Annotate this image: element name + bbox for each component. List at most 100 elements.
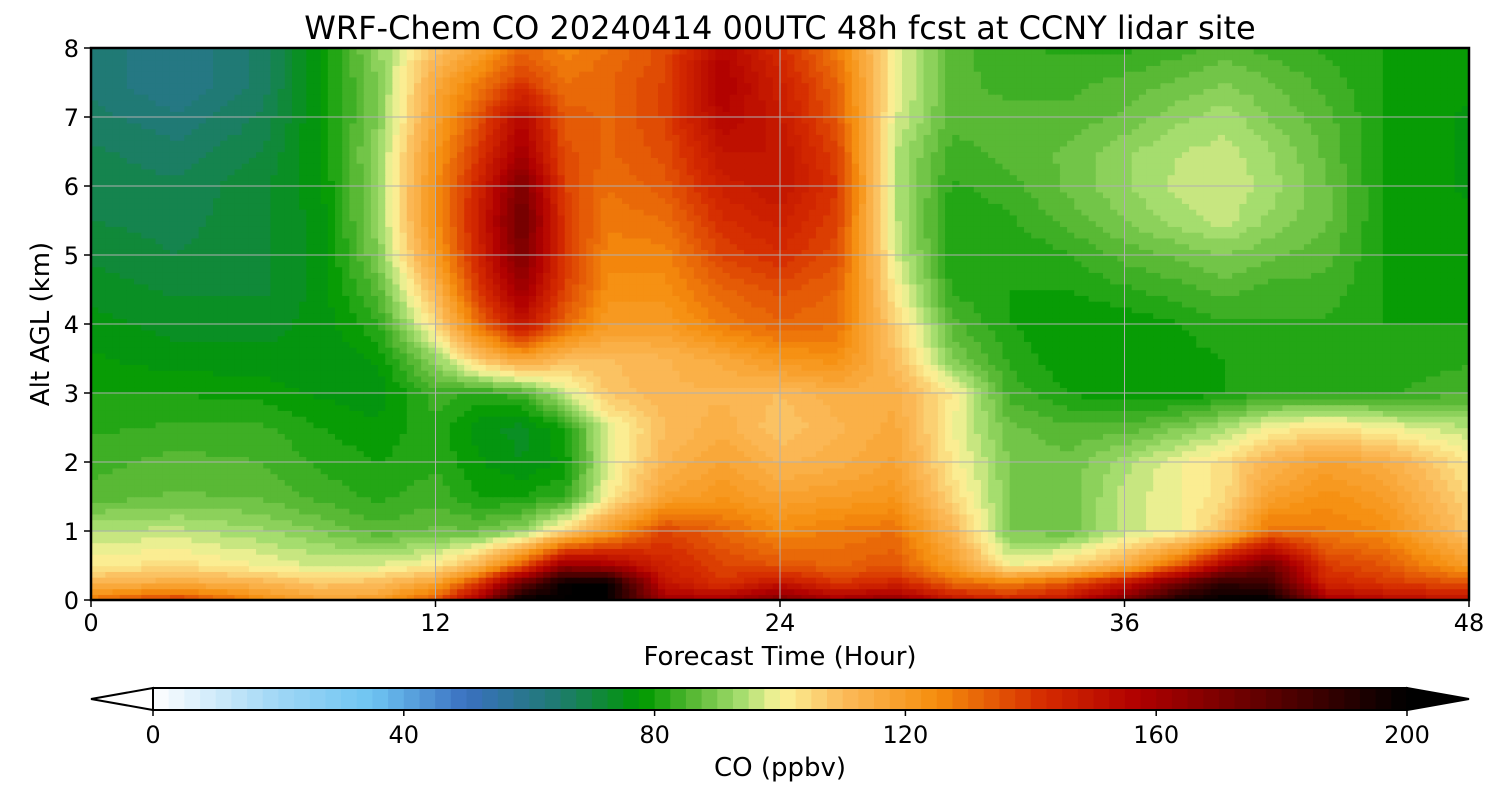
heatmap-cell <box>729 548 738 555</box>
heatmap-cell <box>1454 456 1463 463</box>
heatmap-cell <box>858 502 867 509</box>
heatmap-cell <box>1361 571 1370 578</box>
heatmap-cell <box>973 473 982 480</box>
heatmap-cell <box>543 594 552 600</box>
heatmap-cell <box>248 548 257 555</box>
heatmap-cell <box>507 485 516 492</box>
heatmap-cell <box>1253 513 1262 521</box>
heatmap-cell <box>1461 582 1469 590</box>
heatmap-cell <box>1016 513 1025 521</box>
heatmap-cell <box>1339 542 1348 549</box>
heatmap-cell <box>449 485 458 492</box>
heatmap-cell <box>722 473 731 480</box>
heatmap-cell <box>385 513 394 521</box>
heatmap-cell <box>112 502 121 509</box>
heatmap-cell <box>1447 588 1456 595</box>
heatmap-cell <box>392 594 401 600</box>
heatmap-cell <box>1346 542 1355 549</box>
heatmap-cell <box>141 456 150 463</box>
heatmap-cell <box>141 519 150 526</box>
heatmap-cell <box>765 467 774 475</box>
heatmap-cell <box>1167 571 1176 578</box>
heatmap-cell <box>1397 559 1406 567</box>
heatmap-cell <box>607 508 616 515</box>
heatmap-cell <box>1282 554 1291 561</box>
heatmap-cell <box>1189 542 1197 549</box>
heatmap-cell <box>1318 473 1327 480</box>
heatmap-cell <box>270 577 279 584</box>
heatmap-cell <box>607 571 616 578</box>
heatmap-cell <box>959 502 968 509</box>
heatmap-cell <box>413 462 422 469</box>
heatmap-cell <box>643 490 652 498</box>
heatmap-cell <box>514 485 523 492</box>
heatmap-cell <box>141 571 150 578</box>
heatmap-cell <box>1067 519 1075 526</box>
heatmap-cell <box>535 531 544 538</box>
heatmap-cell <box>780 496 788 503</box>
heatmap-cell <box>858 462 867 469</box>
heatmap-cell <box>1404 467 1413 475</box>
heatmap-cell <box>1074 502 1083 509</box>
heatmap-cell <box>629 536 638 544</box>
heatmap-cell <box>514 508 523 515</box>
heatmap-cell <box>1095 571 1104 578</box>
heatmap-cell <box>579 490 587 498</box>
heatmap-cell <box>399 502 408 509</box>
heatmap-cell <box>550 502 559 509</box>
heatmap-cell <box>485 594 494 600</box>
heatmap-cell <box>758 565 767 572</box>
heatmap-cell <box>1382 496 1391 503</box>
heatmap-cell <box>1074 582 1083 590</box>
heatmap-cell <box>119 490 128 498</box>
heatmap-cell <box>1138 577 1147 584</box>
heatmap-cell <box>1339 485 1348 492</box>
heatmap-cell <box>758 577 767 584</box>
heatmap-cell <box>1346 548 1355 555</box>
heatmap-cell <box>701 542 709 549</box>
heatmap-cell <box>105 502 114 509</box>
heatmap-cell <box>1361 588 1370 595</box>
heatmap-cell <box>356 542 365 549</box>
heatmap-cell <box>1081 508 1090 515</box>
heatmap-cell <box>528 473 537 480</box>
heatmap-cell <box>177 462 186 469</box>
heatmap-cell <box>162 542 171 549</box>
heatmap-cell <box>772 548 781 555</box>
heatmap-cell <box>708 502 717 509</box>
heatmap-cell <box>105 490 114 498</box>
heatmap-cell <box>557 577 566 584</box>
heatmap-cell <box>148 508 157 515</box>
heatmap-cell <box>1354 582 1363 590</box>
heatmap-cell <box>557 571 566 578</box>
heatmap-cell <box>1418 542 1427 549</box>
heatmap-cell <box>406 450 415 457</box>
heatmap-cell <box>1246 496 1255 503</box>
heatmap-cell <box>478 502 487 509</box>
heatmap-cell <box>1404 542 1413 549</box>
heatmap-cell <box>1311 456 1319 463</box>
heatmap-cell <box>306 536 315 544</box>
heatmap-cell <box>363 450 372 457</box>
heatmap-cell <box>1232 525 1241 532</box>
heatmap-cell <box>313 582 322 590</box>
heatmap-cell <box>256 450 264 457</box>
heatmap-cell <box>1203 456 1212 463</box>
heatmap-cell <box>880 479 889 486</box>
heatmap-cell <box>765 571 774 578</box>
heatmap-cell <box>600 467 609 475</box>
heatmap-cell <box>550 571 559 578</box>
heatmap-cell <box>363 473 372 480</box>
heatmap-cell <box>866 559 875 567</box>
heatmap-cell <box>765 479 774 486</box>
heatmap-cell <box>722 594 731 600</box>
heatmap-cell <box>736 588 745 595</box>
heatmap-cell <box>291 588 300 595</box>
heatmap-cell <box>119 513 128 521</box>
heatmap-cell <box>550 479 559 486</box>
heatmap-cell <box>1411 462 1420 469</box>
heatmap-cell <box>1239 479 1248 486</box>
heatmap-cell <box>1354 467 1363 475</box>
heatmap-cell <box>442 485 451 492</box>
heatmap-cell <box>1454 450 1463 457</box>
